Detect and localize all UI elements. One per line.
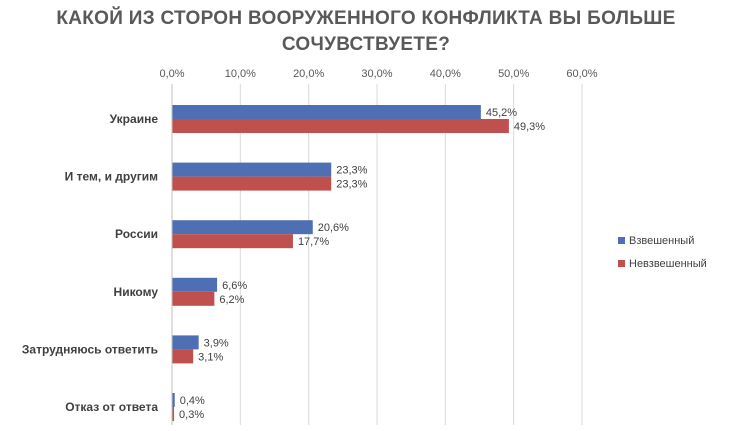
data-label: 45,2% (486, 107, 517, 119)
data-label: 3,1% (198, 351, 223, 363)
category-label: Отказ от ответа (65, 400, 158, 414)
data-label: 6,6% (222, 280, 247, 292)
category-label: Украине (110, 112, 159, 126)
legend-label: Невзвешенный (629, 258, 707, 270)
bar-unweighted (172, 119, 509, 133)
chart-title: КАКОЙ ИЗ СТОРОН ВООРУЖЕННОГО КОНФЛИКТА В… (40, 6, 692, 58)
bar-unweighted (172, 234, 293, 249)
category-label: И тем, и другим (65, 170, 158, 184)
data-label: 0,3% (179, 409, 204, 421)
data-label: 23,3% (336, 165, 367, 177)
data-label: 49,3% (514, 121, 545, 133)
legend-swatch-unweighted (618, 260, 625, 267)
data-label: 3,9% (204, 337, 229, 349)
data-label: 20,6% (318, 222, 349, 234)
bar-unweighted (172, 291, 215, 306)
chart-title-line-1: КАКОЙ ИЗ СТОРОН ВООРУЖЕННОГО КОНФЛИКТА В… (56, 8, 676, 29)
bar-weighted (172, 277, 218, 292)
bar-weighted (172, 335, 199, 350)
bar-unweighted (172, 176, 332, 191)
bar-unweighted (172, 349, 194, 364)
bar-weighted (172, 393, 175, 407)
x-tick-label: 30,0% (361, 68, 392, 80)
data-label: 23,3% (336, 179, 367, 191)
bar-weighted (172, 162, 332, 177)
x-tick-label: 10,0% (225, 68, 256, 80)
chart-title-line-2: СОЧУВСТВУЕТЕ? (281, 34, 451, 55)
bar-weighted (172, 220, 313, 235)
category-label: России (115, 227, 158, 241)
data-label: 6,2% (219, 294, 244, 306)
data-label: 17,7% (298, 236, 329, 248)
x-tick-label: 0,0% (159, 68, 184, 80)
bar-unweighted (172, 407, 175, 421)
x-tick-label: 20,0% (293, 68, 324, 80)
x-tick-label: 60,0% (566, 68, 597, 80)
x-tick-label: 40,0% (430, 68, 461, 80)
category-label: Никому (114, 285, 159, 299)
legend-swatch-weighted (618, 237, 625, 244)
bar-weighted (172, 105, 481, 119)
data-label: 0,4% (180, 395, 205, 407)
x-tick-label: 50,0% (498, 68, 529, 80)
legend-label: Взвешенный (629, 235, 694, 247)
category-label: Затрудняюсь ответить (22, 342, 158, 356)
